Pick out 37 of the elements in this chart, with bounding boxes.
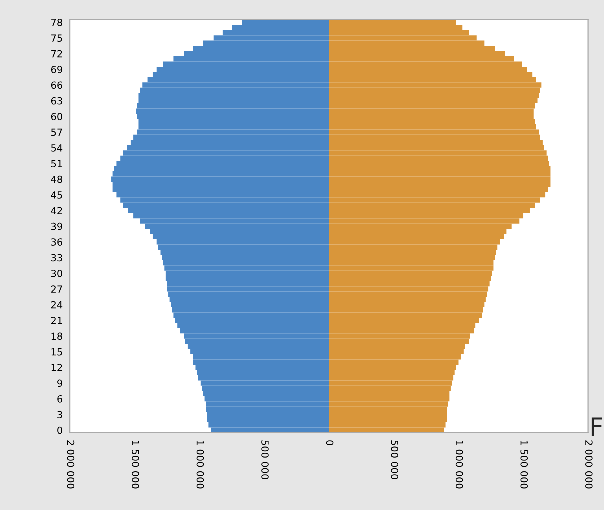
y-tick-label: 72 <box>52 50 62 58</box>
y-tick-label: 33 <box>51 254 62 262</box>
y-tick-label: 30 <box>51 270 62 278</box>
y-tick-label: 21 <box>51 317 62 324</box>
y-tick-label: 42 <box>51 207 62 214</box>
y-tick-label: 78 <box>52 18 62 26</box>
y-tick-label: 18 <box>52 332 62 340</box>
y-tick-label: 45 <box>51 192 62 199</box>
y-tick-label: 0 <box>58 426 62 434</box>
y-tick-label: 3 <box>58 411 62 419</box>
y-tick-label: 48 <box>51 176 62 184</box>
y-tick-label: 66 <box>51 82 63 90</box>
x-tick-label: 0 <box>326 440 334 446</box>
x-tick-label: 2 000 000 <box>67 440 75 489</box>
y-tick-label: 9 <box>58 380 62 388</box>
y-tick-label: 69 <box>51 66 62 74</box>
y-tick-label: 12 <box>52 364 62 372</box>
text: F <box>592 418 602 436</box>
y-tick-label: 51 <box>52 160 62 168</box>
y-tick-label: 24 <box>51 301 63 309</box>
y-tick-label: 54 <box>52 144 63 152</box>
y-tick-label: 63 <box>51 97 62 105</box>
x-tick-label: 500 000 <box>391 440 398 480</box>
y-tick-label: 60 <box>51 113 62 120</box>
y-tick-label: 15 <box>52 348 62 356</box>
y-tick-label: 75 <box>52 34 62 42</box>
x-tick-label: 2 000 000 <box>585 440 593 489</box>
y-tick-label: 57 <box>52 128 62 136</box>
x-tick-label: 1 500 000 <box>520 441 528 489</box>
x-tick-label: 500 000 <box>262 440 269 480</box>
x-tick-label: 1 000 000 <box>456 441 464 489</box>
y-tick-label: 27 <box>51 286 62 293</box>
y-tick-label: 39 <box>51 222 62 230</box>
x-tick-label: 1 500 000 <box>132 441 140 489</box>
y-tick-label: 6 <box>58 395 63 403</box>
y-tick-label: 36 <box>51 238 63 246</box>
x-tick-label: 1 000 000 <box>196 441 204 489</box>
